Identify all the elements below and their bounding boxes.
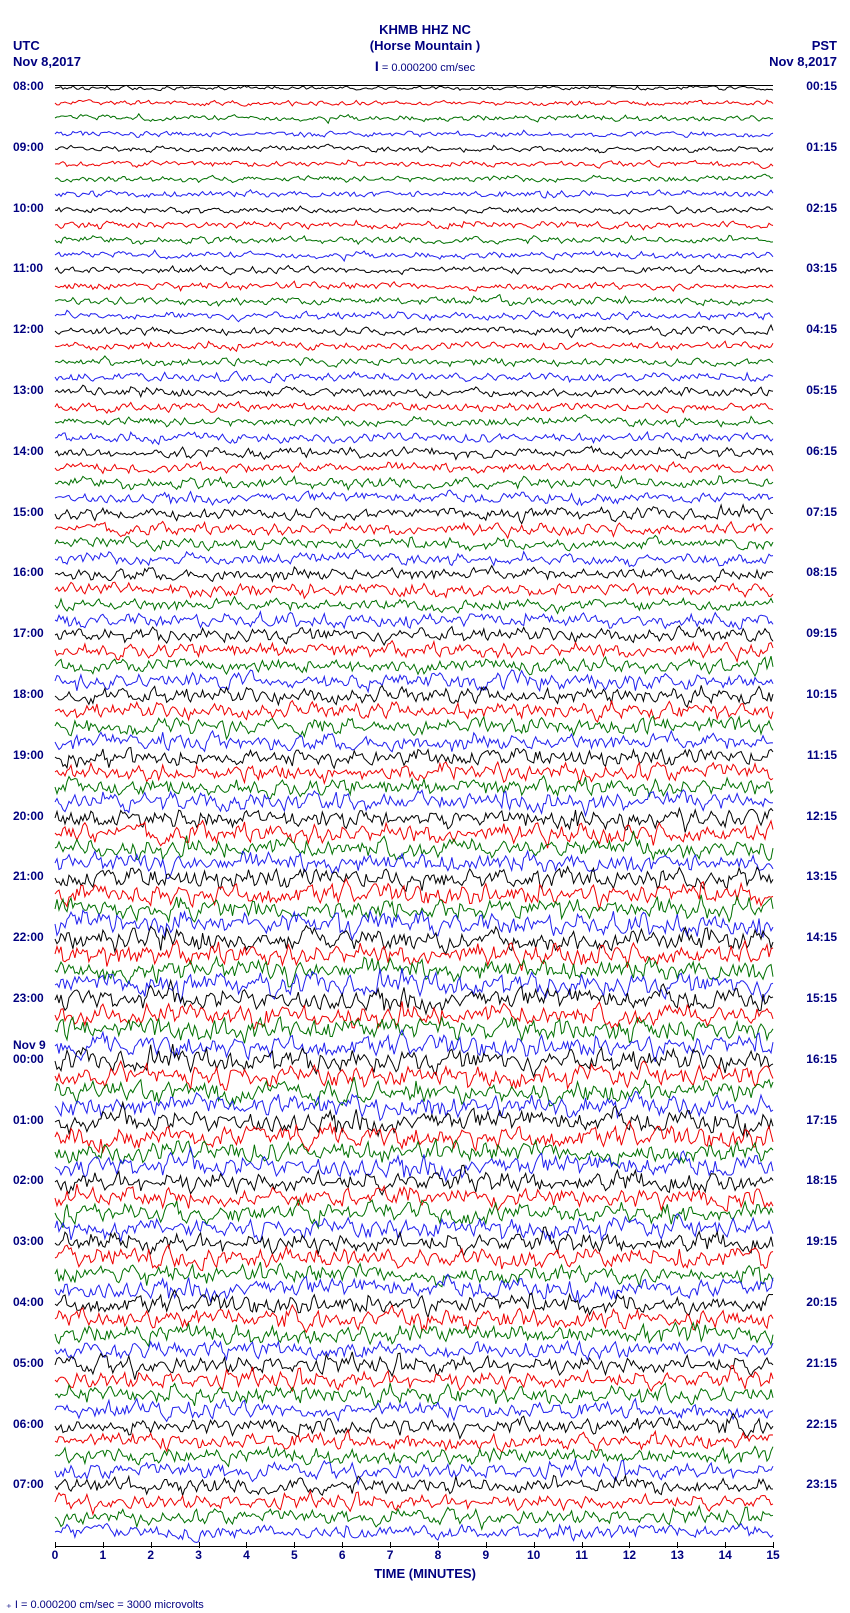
left-time-label: 21:00	[13, 869, 44, 883]
x-tick: 8	[418, 1548, 458, 1562]
right-time-label: 06:15	[806, 444, 837, 458]
right-time-label: 14:15	[806, 930, 837, 944]
x-tick: 2	[131, 1548, 171, 1562]
right-time-label: 01:15	[806, 140, 837, 154]
left-time-label: 06:00	[13, 1417, 44, 1431]
right-time-label: 17:15	[806, 1113, 837, 1127]
x-tick: 4	[226, 1548, 266, 1562]
left-time-label: 22:00	[13, 930, 44, 944]
right-time-label: 12:15	[806, 809, 837, 823]
left-time-label: 14:00	[13, 444, 44, 458]
x-tick: 1	[83, 1548, 123, 1562]
x-axis-title: TIME (MINUTES)	[0, 1566, 850, 1581]
x-tick: 9	[466, 1548, 506, 1562]
footer-scale: ₊ I = 0.000200 cm/sec = 3000 microvolts	[6, 1598, 204, 1611]
left-time-label: 19:00	[13, 748, 44, 762]
helicorder-container: KHMB HHZ NC (Horse Mountain ) I = 0.0002…	[0, 0, 850, 1613]
left-time-label: 20:00	[13, 809, 44, 823]
x-tick: 7	[370, 1548, 410, 1562]
x-tick: 14	[705, 1548, 745, 1562]
left-time-label: 18:00	[13, 687, 44, 701]
right-time-label: 09:15	[806, 626, 837, 640]
scale-indicator: I = 0.000200 cm/sec	[0, 58, 850, 74]
right-time-label: 11:15	[807, 748, 837, 762]
left-time-label: 00:00	[13, 1052, 44, 1066]
right-time-label: 13:15	[806, 869, 837, 883]
left-time-label: 17:00	[13, 626, 44, 640]
left-time-label: 03:00	[13, 1234, 44, 1248]
x-tick: 13	[657, 1548, 697, 1562]
right-time-label: 22:15	[806, 1417, 837, 1431]
left-time-label: 08:00	[13, 79, 44, 93]
station-name: (Horse Mountain )	[0, 38, 850, 53]
left-time-label: 11:00	[13, 261, 43, 275]
right-time-label: 21:15	[806, 1356, 837, 1370]
x-tick: 10	[514, 1548, 554, 1562]
right-time-label: 02:15	[806, 201, 837, 215]
x-tick: 15	[753, 1548, 793, 1562]
right-time-label: 19:15	[806, 1234, 837, 1248]
right-time-label: 07:15	[806, 505, 837, 519]
right-time-label: 03:15	[806, 261, 837, 275]
right-time-label: 18:15	[806, 1173, 837, 1187]
left-time-label: 01:00	[13, 1113, 44, 1127]
right-timezone: PST	[812, 38, 837, 53]
left-time-label: 07:00	[13, 1477, 44, 1491]
left-date-marker: Nov 9	[13, 1038, 46, 1052]
left-time-label: 02:00	[13, 1173, 44, 1187]
right-time-label: 20:15	[806, 1295, 837, 1309]
x-tick: 3	[179, 1548, 219, 1562]
left-time-label: 13:00	[13, 383, 44, 397]
right-time-label: 23:15	[806, 1477, 837, 1491]
left-time-label: 05:00	[13, 1356, 44, 1370]
right-time-label: 05:15	[806, 383, 837, 397]
left-time-label: 16:00	[13, 565, 44, 579]
right-time-label: 15:15	[806, 991, 837, 1005]
x-tick: 0	[35, 1548, 75, 1562]
station-code: KHMB HHZ NC	[0, 22, 850, 37]
helicorder-plot	[55, 85, 773, 1547]
right-time-label: 16:15	[806, 1052, 837, 1066]
right-time-label: 10:15	[806, 687, 837, 701]
left-date: Nov 8,2017	[13, 54, 81, 69]
left-time-label: 04:00	[13, 1295, 44, 1309]
x-tick: 11	[562, 1548, 602, 1562]
right-time-label: 08:15	[806, 565, 837, 579]
left-time-label: 09:00	[13, 140, 44, 154]
x-tick: 12	[609, 1548, 649, 1562]
right-time-label: 00:15	[806, 79, 837, 93]
right-time-label: 04:15	[806, 322, 837, 336]
left-timezone: UTC	[13, 38, 40, 53]
left-time-label: 23:00	[13, 991, 44, 1005]
left-time-label: 10:00	[13, 201, 44, 215]
left-time-label: 12:00	[13, 322, 44, 336]
x-tick: 6	[322, 1548, 362, 1562]
left-time-label: 15:00	[13, 505, 44, 519]
x-tick: 5	[274, 1548, 314, 1562]
right-date: Nov 8,2017	[769, 54, 837, 69]
